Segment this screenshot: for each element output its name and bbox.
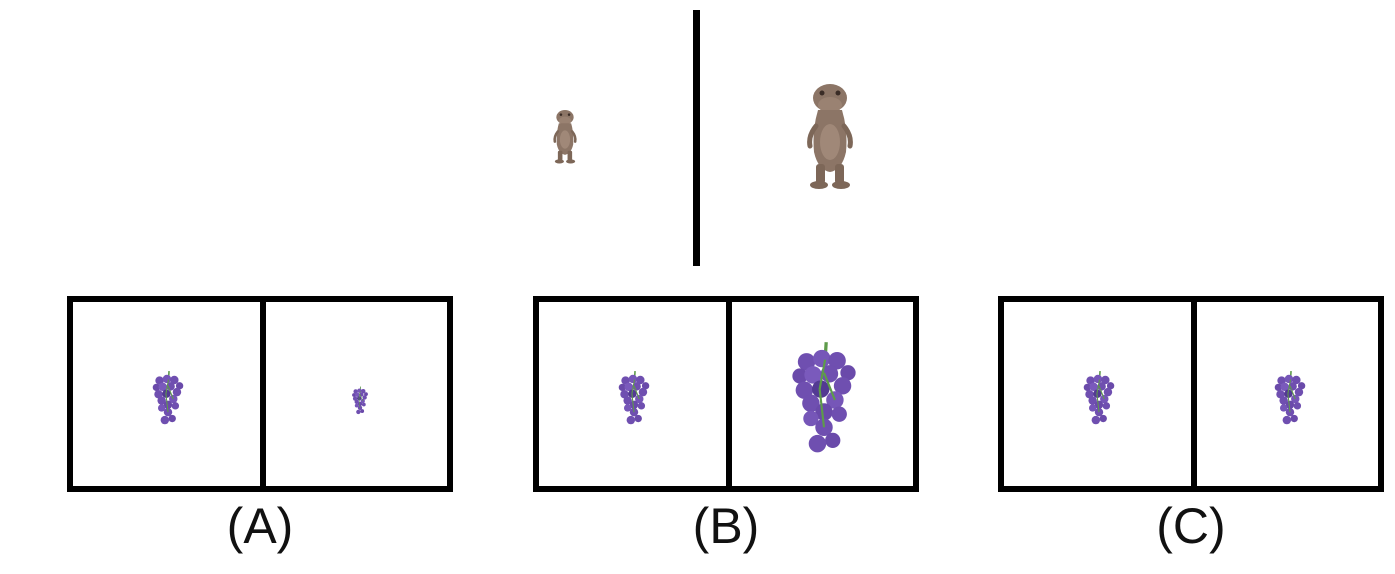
- option-a-divider: [260, 302, 266, 486]
- option-a-label: (A): [226, 498, 294, 554]
- large-dinosaur: [798, 80, 862, 190]
- option-b-divider: [726, 302, 732, 486]
- large-grapes-icon: [787, 340, 861, 460]
- reference-divider: [693, 10, 700, 266]
- medium-grapes-icon: [616, 370, 652, 428]
- medium-grapes-icon: [1272, 370, 1308, 428]
- option-a-panel[interactable]: [67, 296, 453, 492]
- option-b-panel[interactable]: [533, 296, 919, 492]
- option-b-label: (B): [692, 498, 760, 554]
- small-grapes-icon: [350, 386, 370, 416]
- medium-grapes-icon: [150, 370, 186, 428]
- medium-grapes-icon: [1081, 370, 1117, 428]
- option-c-label: (C): [1156, 498, 1226, 554]
- small-dinosaur: [546, 108, 584, 164]
- option-c-panel[interactable]: [998, 296, 1384, 492]
- option-c-divider: [1191, 302, 1197, 486]
